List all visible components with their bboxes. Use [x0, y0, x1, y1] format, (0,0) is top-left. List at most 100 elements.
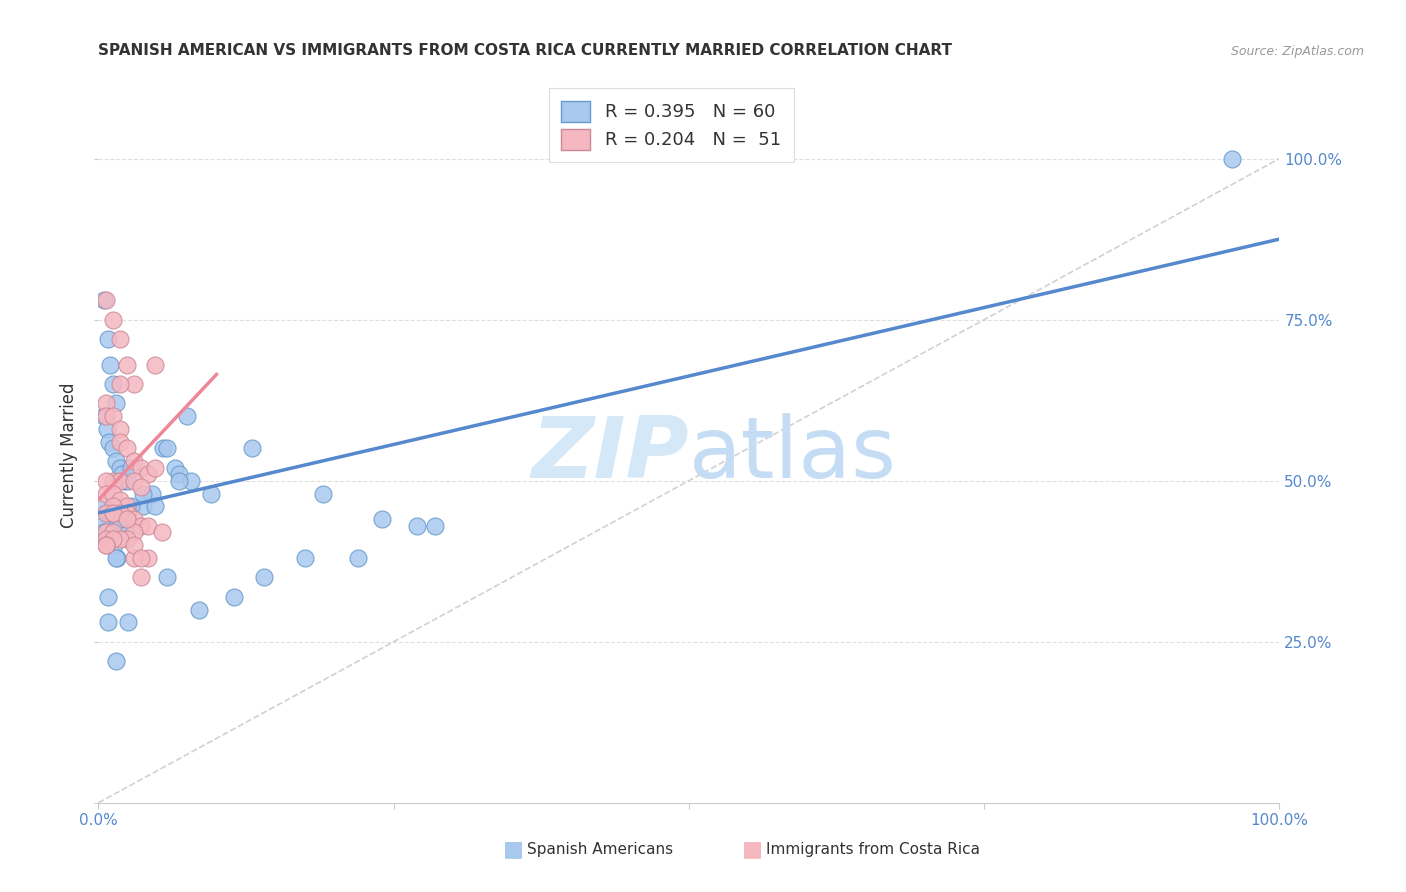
Point	[150, 525, 173, 540]
Point	[94, 486, 117, 500]
Point	[122, 525, 145, 540]
Point	[108, 435, 131, 450]
Point	[122, 474, 145, 488]
Point	[101, 409, 124, 424]
Point	[406, 518, 429, 533]
Point	[108, 512, 131, 526]
Point	[101, 377, 124, 392]
Point	[101, 442, 124, 456]
Point	[108, 506, 131, 520]
Text: Spanish Americans: Spanish Americans	[527, 842, 673, 856]
Point	[103, 538, 125, 552]
Point	[117, 506, 139, 520]
Point	[94, 396, 117, 410]
Text: atlas: atlas	[689, 413, 897, 497]
Point	[103, 512, 125, 526]
Point	[108, 422, 131, 436]
Point	[347, 551, 370, 566]
Point	[93, 293, 115, 308]
Point	[122, 377, 145, 392]
Point	[121, 460, 143, 475]
Point	[101, 532, 124, 546]
Point	[165, 460, 187, 475]
Point	[112, 474, 135, 488]
Point	[122, 454, 145, 468]
Point	[129, 480, 152, 494]
Text: ZIP: ZIP	[531, 413, 689, 497]
Point	[129, 551, 152, 566]
Point	[97, 615, 120, 630]
Point	[96, 506, 118, 520]
Point	[111, 467, 134, 482]
Point	[101, 474, 124, 488]
Point	[115, 512, 138, 526]
Point	[129, 518, 152, 533]
Point	[108, 377, 131, 392]
Point	[136, 551, 159, 566]
Point	[105, 396, 128, 410]
Text: SPANISH AMERICAN VS IMMIGRANTS FROM COSTA RICA CURRENTLY MARRIED CORRELATION CHA: SPANISH AMERICAN VS IMMIGRANTS FROM COST…	[98, 43, 952, 58]
Point	[152, 442, 174, 456]
Point	[96, 422, 118, 436]
Point	[141, 486, 163, 500]
Point	[94, 525, 117, 540]
Point	[108, 493, 131, 508]
Point	[200, 486, 222, 500]
Point	[122, 551, 145, 566]
Point	[176, 409, 198, 424]
Point	[167, 474, 190, 488]
Point	[143, 460, 166, 475]
Point	[101, 506, 124, 520]
Point	[101, 525, 124, 540]
Point	[94, 409, 117, 424]
Point	[91, 518, 114, 533]
Point	[105, 551, 128, 566]
Point	[1220, 152, 1243, 166]
Point	[143, 500, 166, 514]
Point	[101, 506, 124, 520]
Point	[108, 460, 131, 475]
Point	[129, 460, 152, 475]
Point	[115, 506, 138, 520]
Point	[94, 538, 117, 552]
Text: Immigrants from Costa Rica: Immigrants from Costa Rica	[766, 842, 980, 856]
Point	[94, 538, 117, 552]
Point	[108, 332, 131, 346]
Point	[110, 518, 132, 533]
Point	[132, 486, 155, 500]
Text: Source: ZipAtlas.com: Source: ZipAtlas.com	[1230, 45, 1364, 58]
Point	[94, 506, 117, 520]
Point	[105, 454, 128, 468]
Text: ■: ■	[503, 839, 523, 859]
Point	[240, 442, 263, 456]
Point	[101, 486, 124, 500]
Point	[98, 512, 121, 526]
Point	[115, 500, 138, 514]
Point	[105, 518, 128, 533]
Point	[94, 293, 117, 308]
Point	[115, 358, 138, 372]
Point	[312, 486, 335, 500]
Point	[371, 512, 394, 526]
Point	[136, 518, 159, 533]
Point	[294, 551, 316, 566]
Point	[143, 358, 166, 372]
Point	[108, 532, 131, 546]
Point	[136, 467, 159, 482]
Point	[101, 500, 124, 514]
Point	[93, 500, 115, 514]
Point	[121, 500, 143, 514]
Point	[122, 538, 145, 552]
Point	[117, 474, 139, 488]
Point	[180, 474, 202, 488]
Legend: R = 0.395   N = 60, R = 0.204   N =  51: R = 0.395 N = 60, R = 0.204 N = 51	[548, 88, 793, 162]
Point	[132, 500, 155, 514]
Point	[122, 512, 145, 526]
Text: ■: ■	[742, 839, 762, 859]
Point	[105, 551, 128, 566]
Point	[98, 532, 121, 546]
Point	[117, 615, 139, 630]
Point	[129, 570, 152, 584]
Point	[96, 532, 118, 546]
Point	[94, 532, 117, 546]
